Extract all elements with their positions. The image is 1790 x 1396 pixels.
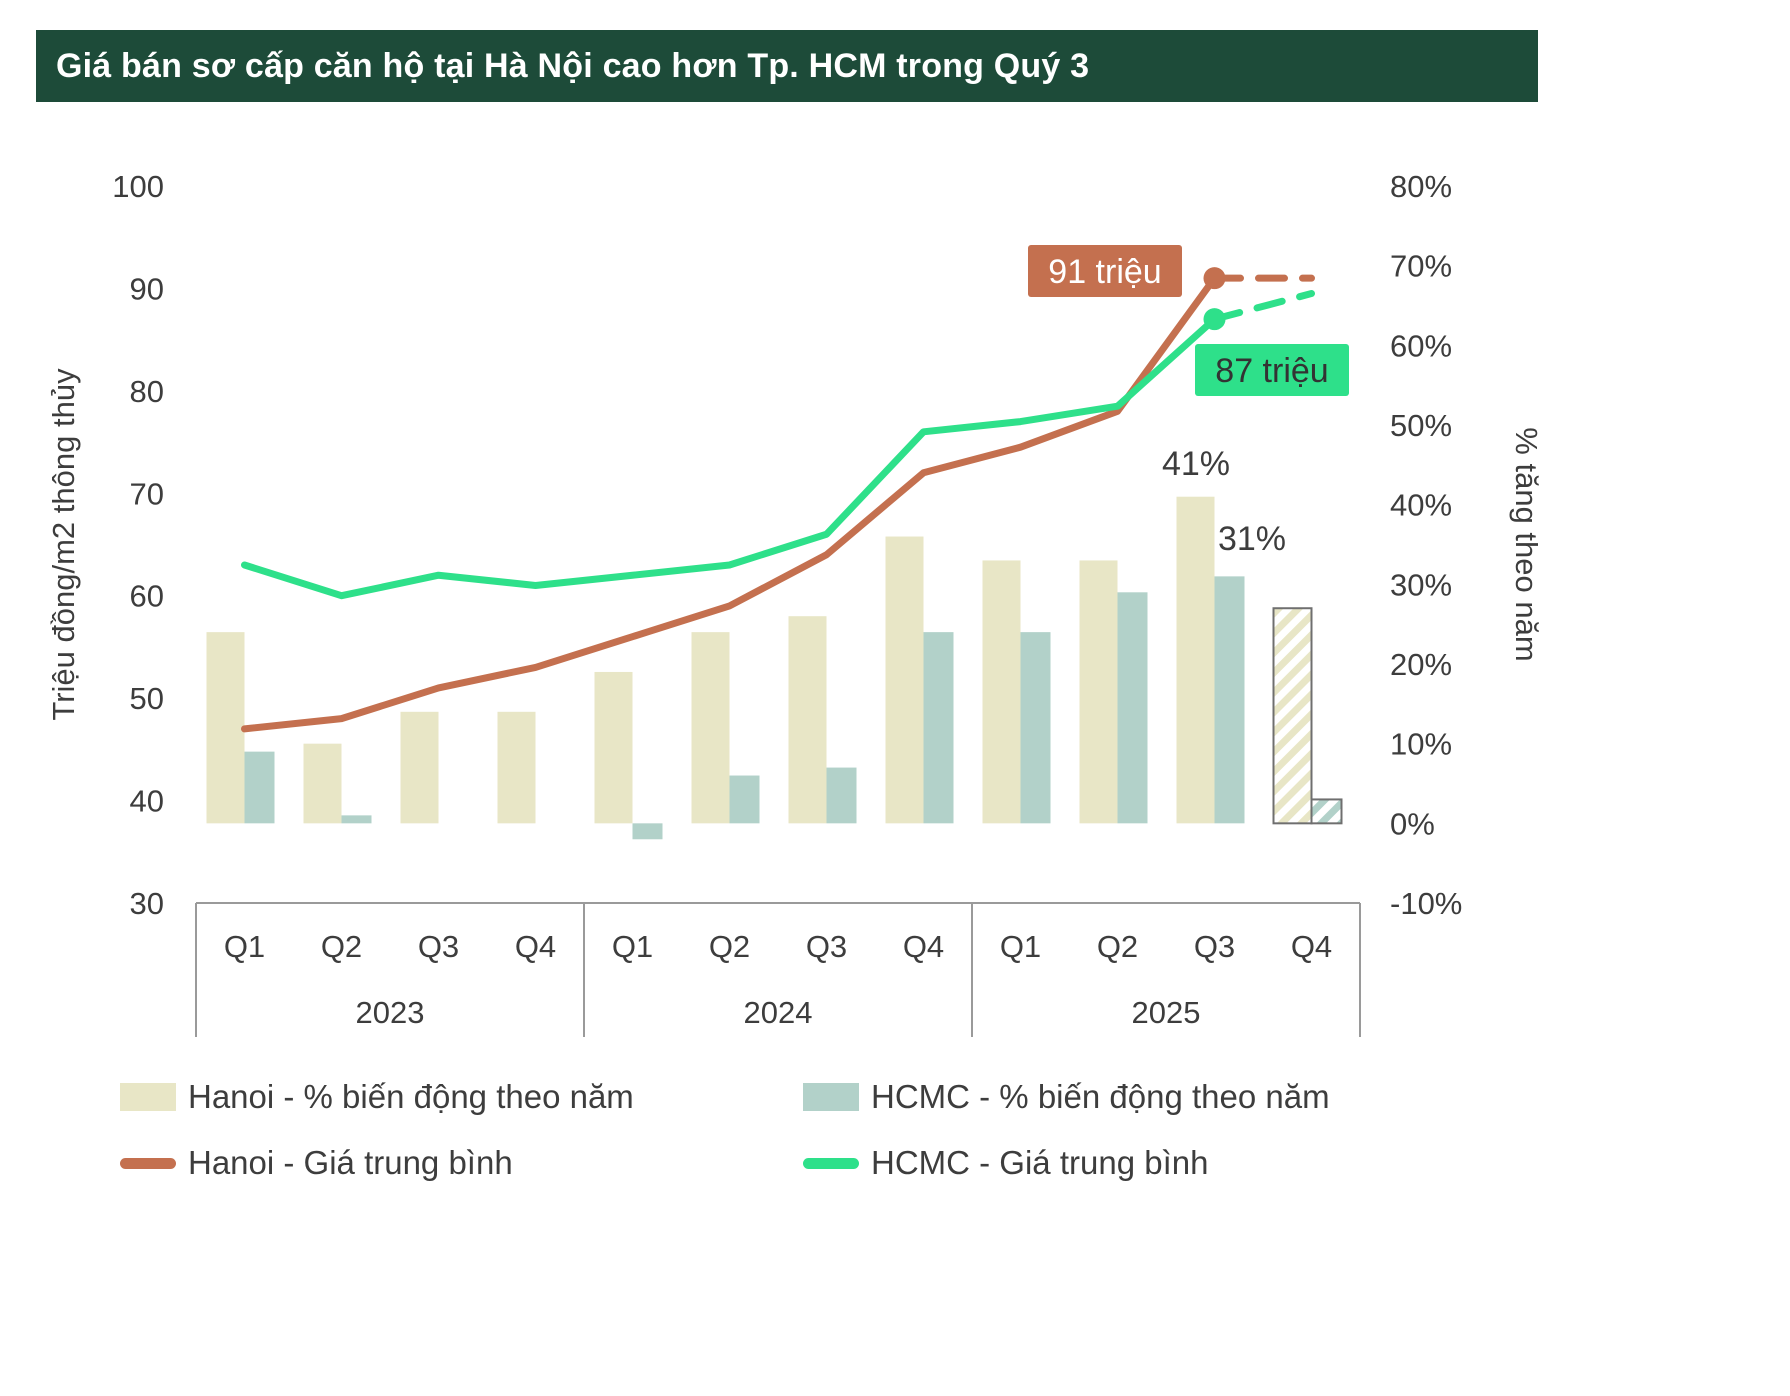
quarter-label: Q4 <box>1291 929 1332 964</box>
hcmc-price-callout: 87 triệu <box>1195 344 1349 396</box>
line-marker-1 <box>1203 308 1226 331</box>
bar <box>1310 798 1343 825</box>
bar <box>594 671 633 824</box>
svg-text:87 triệu: 87 triệu <box>1215 352 1328 390</box>
quarter-label: Q1 <box>612 929 653 964</box>
right-axis-tick: 10% <box>1390 727 1452 762</box>
line-series-1 <box>241 315 1218 600</box>
combo-chart: 30 40 50 60 70 80 90 100 -10% 0% 10% 20% 30% 40% 50% 60… <box>46 169 1544 1037</box>
hanoi-growth-label: 41% <box>1162 445 1230 483</box>
quarter-label: Q3 <box>418 929 459 964</box>
bar <box>1272 607 1313 825</box>
legend: Hanoi - % biến động theo năm HCMC - % bi… <box>120 1078 1330 1182</box>
quarter-label: Q4 <box>515 929 556 964</box>
bar <box>206 632 245 824</box>
left-axis-tick: 60 <box>130 579 164 614</box>
quarter-label: Q1 <box>1000 929 1041 964</box>
bar <box>729 775 760 824</box>
chart-area: 30 40 50 60 70 80 90 100 -10% 0% 10% 20% 30% 40% 50% 60… <box>0 120 1790 1070</box>
right-axis-tick: 80% <box>1390 169 1452 204</box>
bar <box>923 632 954 824</box>
hcmc-bar-swatch <box>803 1083 859 1111</box>
left-axis-tick: 50 <box>130 681 164 716</box>
quarter-label: Q2 <box>1097 929 1138 964</box>
right-axis-tick: 30% <box>1390 567 1452 602</box>
bar <box>982 560 1021 824</box>
bar <box>303 743 342 824</box>
title-banner: Giá bán sơ cấp căn hộ tại Hà Nội cao hơn… <box>36 30 1538 102</box>
legend-item-hanoi-bar: Hanoi - % biến động theo năm <box>120 1078 803 1116</box>
line-series-0 <box>241 274 1218 733</box>
quarter-label: Q4 <box>903 929 944 964</box>
bar <box>826 767 857 824</box>
bar <box>1020 632 1051 824</box>
quarter-label: Q2 <box>709 929 750 964</box>
hcmc-growth-label: 31% <box>1218 520 1286 558</box>
quarter-label: Q3 <box>1194 929 1235 964</box>
chart-title: Giá bán sơ cấp căn hộ tại Hà Nội cao hơn… <box>56 46 1090 85</box>
legend-item-hcmc-bar: HCMC - % biến động theo năm <box>803 1078 1330 1116</box>
bar <box>244 751 275 824</box>
bar-series-1 <box>244 576 1343 840</box>
right-axis-tick: 40% <box>1390 488 1452 523</box>
legend-label-hanoi-bar: Hanoi - % biến động theo năm <box>188 1078 634 1115</box>
legend-label-hcmc-line: HCMC - Giá trung bình <box>871 1144 1209 1181</box>
left-axis-title: Triệu đồng/m2 thông thủy <box>46 368 81 721</box>
hanoi-line-swatch <box>120 1157 176 1169</box>
quarter-label: Q1 <box>224 929 265 964</box>
left-axis-tick: 40 <box>130 784 164 819</box>
bar <box>400 711 439 824</box>
line-forecast-1 <box>1211 290 1315 323</box>
right-axis-tick: 0% <box>1390 806 1435 841</box>
bar <box>497 711 536 824</box>
bar <box>691 632 730 824</box>
bar <box>1079 560 1118 824</box>
right-axis-tick: 20% <box>1390 647 1452 682</box>
year-label: 2025 <box>1132 995 1201 1030</box>
year-label: 2023 <box>356 995 425 1030</box>
right-axis-title: % tăng theo năm <box>1509 427 1544 661</box>
legend-label-hcmc-bar: HCMC - % biến động theo năm <box>871 1078 1330 1115</box>
legend-label-hanoi-line: Hanoi - Giá trung bình <box>188 1144 513 1181</box>
right-axis-tick: 50% <box>1390 408 1452 443</box>
left-axis-tick: 30 <box>130 886 164 921</box>
right-axis-tick: -10% <box>1390 886 1462 921</box>
svg-text:91 triệu: 91 triệu <box>1048 253 1161 291</box>
bar <box>788 616 827 824</box>
quarter-label: Q3 <box>806 929 847 964</box>
left-axis-tick: 90 <box>130 271 164 306</box>
line-marker-0 <box>1203 267 1226 290</box>
hanoi-price-callout: 91 triệu <box>1028 245 1182 297</box>
bar <box>1214 576 1245 824</box>
hcmc-line-swatch <box>803 1157 859 1169</box>
hanoi-bar-swatch <box>120 1083 176 1111</box>
year-label: 2024 <box>744 995 813 1030</box>
left-axis-tick: 80 <box>130 374 164 409</box>
legend-item-hcmc-line: HCMC - Giá trung bình <box>803 1144 1330 1182</box>
left-axis-tick: 70 <box>130 476 164 511</box>
legend-item-hanoi-line: Hanoi - Giá trung bình <box>120 1144 803 1182</box>
bar-series-0 <box>206 496 1313 825</box>
bar <box>341 815 372 824</box>
bar <box>1117 592 1148 824</box>
bar <box>885 536 924 824</box>
left-axis-tick: 100 <box>112 169 164 204</box>
bar <box>1176 496 1215 824</box>
quarter-label: Q2 <box>321 929 362 964</box>
right-axis-tick: 60% <box>1390 328 1452 363</box>
bar <box>632 823 663 840</box>
right-axis-tick: 70% <box>1390 249 1452 284</box>
